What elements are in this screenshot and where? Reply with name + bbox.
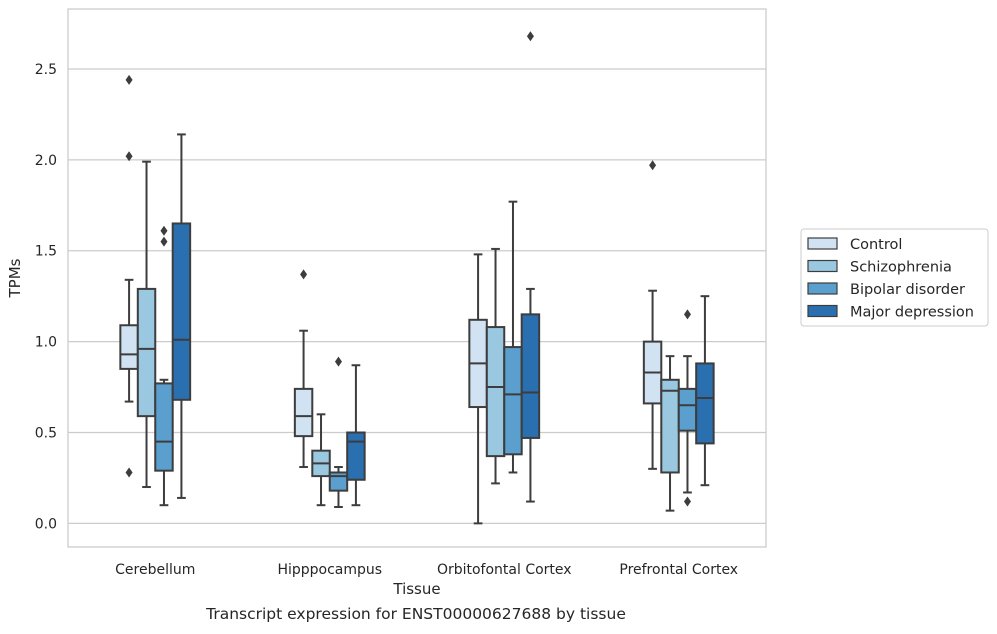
x-tick-label: Cerebellum	[115, 562, 195, 578]
box-0-3	[171, 133, 192, 499]
outlier-point	[526, 31, 534, 42]
outlier-point	[125, 467, 133, 478]
box-series	[119, 31, 715, 525]
box-iqr	[677, 387, 698, 432]
x-axis-label: Tissue	[392, 580, 440, 598]
outlier-point	[160, 236, 168, 247]
y-tick-label: 1.5	[35, 244, 57, 260]
outlier-point	[334, 356, 342, 367]
y-tick-label: 0.0	[35, 516, 57, 532]
y-axis-label: TPMs	[6, 258, 24, 298]
box-iqr	[119, 324, 139, 370]
box-iqr	[485, 326, 506, 458]
legend-label: Control	[850, 237, 902, 253]
box-iqr	[293, 387, 314, 438]
outlier-point	[300, 269, 308, 280]
y-tick-label: 0.5	[35, 425, 57, 441]
legend-swatch	[807, 259, 838, 273]
box-3-2	[677, 309, 698, 507]
box-iqr	[136, 287, 157, 418]
box-iqr	[660, 378, 680, 474]
legend-label: Bipolar disorder	[850, 282, 965, 298]
x-tick-label: Prefrontal Cortex	[619, 562, 738, 578]
box-iqr	[171, 222, 192, 401]
outlier-point	[683, 496, 691, 507]
box-iqr	[154, 382, 174, 472]
box-0-1	[136, 160, 157, 489]
outlier-point	[649, 160, 657, 171]
outlier-point	[683, 309, 691, 320]
x-tick-label: Hipppocampus	[277, 562, 382, 578]
x-tick-labels: Cerebellum Hipppocampus Orbitofontal Corte…	[115, 562, 738, 578]
box-1-0	[293, 269, 314, 469]
legend-swatch	[807, 304, 838, 318]
chart-caption: Transcript expression for ENST0000062768…	[206, 605, 626, 623]
x-tick-label: Orbitofontal Cortex	[437, 562, 572, 578]
box-3-1	[660, 355, 680, 512]
outlier-point	[125, 74, 133, 85]
outlier-point	[160, 225, 168, 236]
box-0-2	[154, 225, 174, 507]
box-3-0	[642, 160, 663, 470]
box-iqr	[520, 313, 541, 439]
plot-frame	[67, 8, 767, 548]
box-1-3	[346, 364, 366, 507]
legend-swatch	[807, 282, 838, 295]
box-1-1	[311, 413, 331, 507]
legend-label: Major depression	[850, 305, 974, 321]
y-tick-label: 2.0	[35, 153, 57, 169]
box-2-3	[520, 31, 541, 503]
legend: Control Schizophrenia Bipolar disorder Majo…	[800, 228, 989, 327]
legend-frame	[800, 228, 989, 327]
outlier-point	[125, 151, 133, 162]
y-tick-label: 1.0	[35, 335, 57, 351]
box-1-2	[328, 356, 349, 509]
box-3-3	[695, 295, 715, 487]
y-tick-label: 2.5	[35, 62, 57, 78]
box-iqr	[695, 362, 715, 445]
box-iqr	[346, 431, 366, 481]
box-0-0	[119, 74, 139, 478]
y-tick-labels: 0.0 0.5 1.0 1.5 2.0 2.5	[35, 62, 57, 532]
legend-label: Schizophrenia	[850, 260, 952, 276]
legend-swatch	[807, 237, 838, 250]
box-iqr	[503, 346, 523, 456]
